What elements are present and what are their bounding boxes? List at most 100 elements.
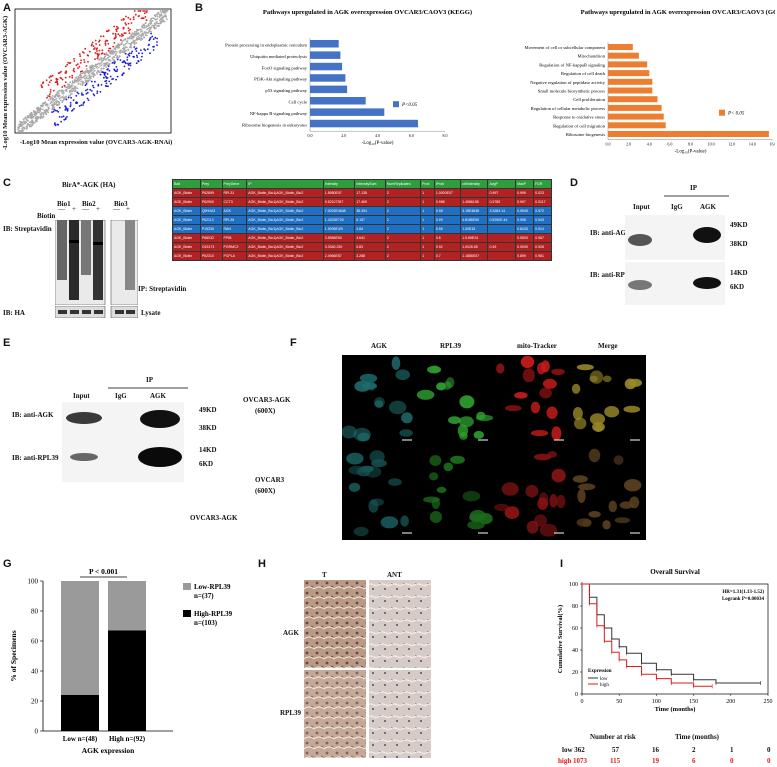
table-cell: PCPLA (221, 251, 248, 261)
scatter-point-up (109, 47, 112, 50)
scatter-point-down (122, 72, 125, 75)
scatter-point-up (78, 65, 81, 68)
scatter-point (42, 102, 45, 105)
scatter-point (165, 18, 168, 20)
cell-blob (613, 455, 624, 465)
cell-blob (475, 414, 494, 422)
cell-blob (571, 383, 581, 394)
cell-blob (504, 506, 520, 519)
table-cell: AGK_Biotin (172, 251, 201, 261)
scatter-point (49, 102, 52, 104)
scatter-point-up (60, 70, 62, 73)
scatter-point-down (87, 99, 90, 101)
scatter-point-up (139, 10, 142, 12)
scatter-point (78, 74, 81, 77)
scatter-point-down (67, 96, 70, 99)
scatter-point (120, 49, 122, 52)
scatter-point (74, 80, 77, 83)
scatter-point (158, 13, 161, 15)
scatter-point (123, 47, 126, 50)
scatter-point-down (124, 52, 127, 55)
scatter-point-up (50, 75, 53, 78)
lysate-label: Lysate (141, 309, 161, 317)
e-ip-bracket (108, 387, 188, 389)
scatter-point-down (111, 78, 113, 80)
scatter-point-up (98, 40, 100, 43)
scatter-point (160, 18, 163, 21)
table-cell: P62113 (199, 215, 223, 225)
bar-category-label: Ribosome biogenesis in eukaryotes (242, 122, 307, 127)
scatter-point-up (57, 72, 60, 75)
panel-a-label: A (3, 2, 11, 14)
table-cell: P62310 (199, 251, 223, 261)
biotin-sign: + (96, 205, 100, 213)
scatter-point (162, 12, 165, 14)
scatter-point-down (114, 70, 117, 73)
scatter-point-down (129, 64, 132, 67)
cell-blob (346, 452, 364, 465)
scatter-point-down (97, 83, 100, 86)
scatter-point (95, 65, 97, 68)
bar (608, 44, 633, 50)
scatter-point (113, 56, 116, 59)
scatter-point-up (133, 10, 136, 12)
scatter-point (114, 46, 117, 49)
table-cell: 0.998 (515, 215, 535, 225)
scatter-point-up (66, 63, 69, 66)
scatter-point (150, 30, 152, 33)
table-cell: 0.5 (433, 233, 462, 243)
scatter-point (30, 112, 33, 115)
scatter-point (41, 111, 43, 114)
scatter-point-down (149, 36, 152, 39)
y-tick-label: 40 (31, 668, 39, 676)
scatter-point-up (40, 84, 43, 87)
scatter-point-up (104, 42, 107, 45)
scatter-point (58, 101, 60, 103)
table-cell: 0.997 (515, 197, 535, 207)
scatter-point-up (47, 95, 49, 97)
scatter-point (21, 128, 24, 131)
scatter-point-down (64, 117, 67, 119)
table-cell: 17.469 (354, 197, 386, 207)
x-category-label: High n=(92) (109, 735, 146, 743)
scatter-point-down (103, 76, 105, 79)
scatter-point (29, 116, 32, 119)
risk-low-value: 57 (612, 746, 619, 754)
scatter-point-up (49, 93, 51, 96)
scatter-point (159, 15, 161, 17)
scatter-point-down (69, 104, 72, 106)
scatter-point (28, 124, 30, 126)
scatter-point (144, 22, 147, 25)
scatter-point (129, 44, 132, 47)
bar (310, 74, 346, 82)
table-cell: 2 (384, 206, 422, 216)
risk-low-label: low 362 (562, 746, 585, 754)
scatter-point-down (130, 52, 133, 55)
panel-d-label: D (570, 177, 578, 189)
table-cell: 2 (384, 233, 422, 243)
scatter-point-up (141, 17, 144, 20)
scatter-point-up (101, 49, 104, 52)
f-col-mitotracker: mito-Tracker (517, 342, 557, 350)
scatter-point (102, 59, 105, 62)
table-cell: RAN (221, 224, 248, 234)
table-cell: 4.8186E50 (460, 215, 489, 225)
scatter-point (102, 57, 105, 60)
table-cell: O15173 (199, 242, 223, 252)
cell-blob (602, 520, 611, 530)
table-cell: 1.5950E07 (322, 188, 356, 198)
table-cell: 0.981 (533, 251, 552, 261)
cell-blob (436, 486, 447, 493)
table-cell: 2.4966E57 (322, 251, 356, 261)
scatter-point-down (93, 94, 96, 97)
table-cell: 0.943 (533, 215, 552, 225)
table-cell: 0.5593 (515, 233, 535, 243)
scatter-point-down (99, 91, 102, 93)
scatter-point-up (129, 18, 132, 21)
scatter-point (144, 34, 147, 36)
table-cell: 6.157 (354, 215, 386, 225)
scatter-point-down (127, 63, 130, 66)
e-ib-rpl39-label: IB: anti-RPL39 (12, 454, 59, 462)
diagonal-line (15, 9, 171, 133)
scatter-point-down (116, 58, 119, 61)
